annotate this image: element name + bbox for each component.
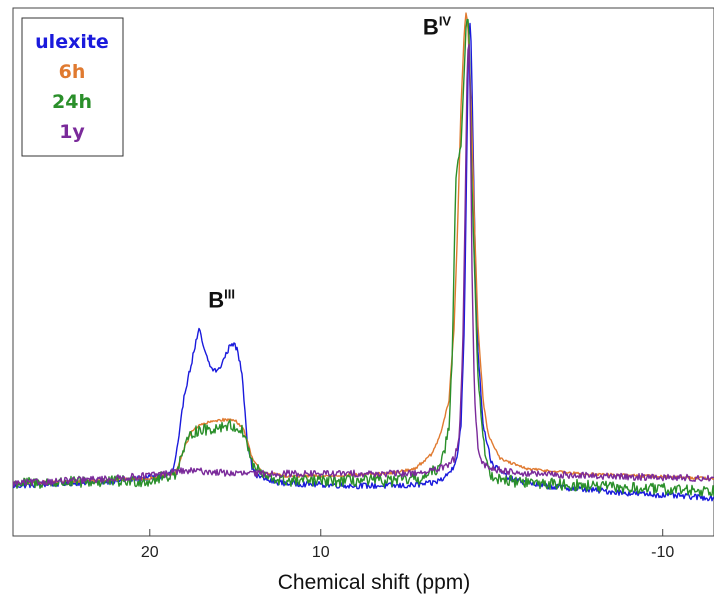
legend-box [21, 17, 124, 157]
peak-annotations: BIII BIV [208, 13, 451, 312]
x-axis-title: Chemical shift (ppm) [278, 571, 471, 594]
x-tick-label: 20 [141, 544, 159, 561]
plot-frame [12, 7, 714, 537]
x-tick-label: -10 [651, 544, 674, 561]
peak-label-iv: BIV [423, 13, 452, 39]
series-group [13, 12, 714, 502]
legend-items: ulexite 6h 24h 1y [35, 31, 109, 143]
legend-entry-24h: 24h [52, 91, 92, 113]
legend-entry-ulexite: ulexite [35, 31, 109, 53]
legend-entry-6h: 6h [59, 61, 86, 83]
series-line-24h [13, 18, 714, 497]
x-tick-marks [149, 529, 664, 536]
legend: ulexite 6h 24h 1y [21, 17, 124, 157]
legend-entry-1y: 1y [59, 121, 85, 143]
x-tick-labels: 20 10 -10 [141, 544, 674, 561]
series-line-1y [13, 43, 714, 487]
x-tick-label: 10 [312, 544, 330, 561]
peak-label-iii: BIII [208, 287, 235, 313]
